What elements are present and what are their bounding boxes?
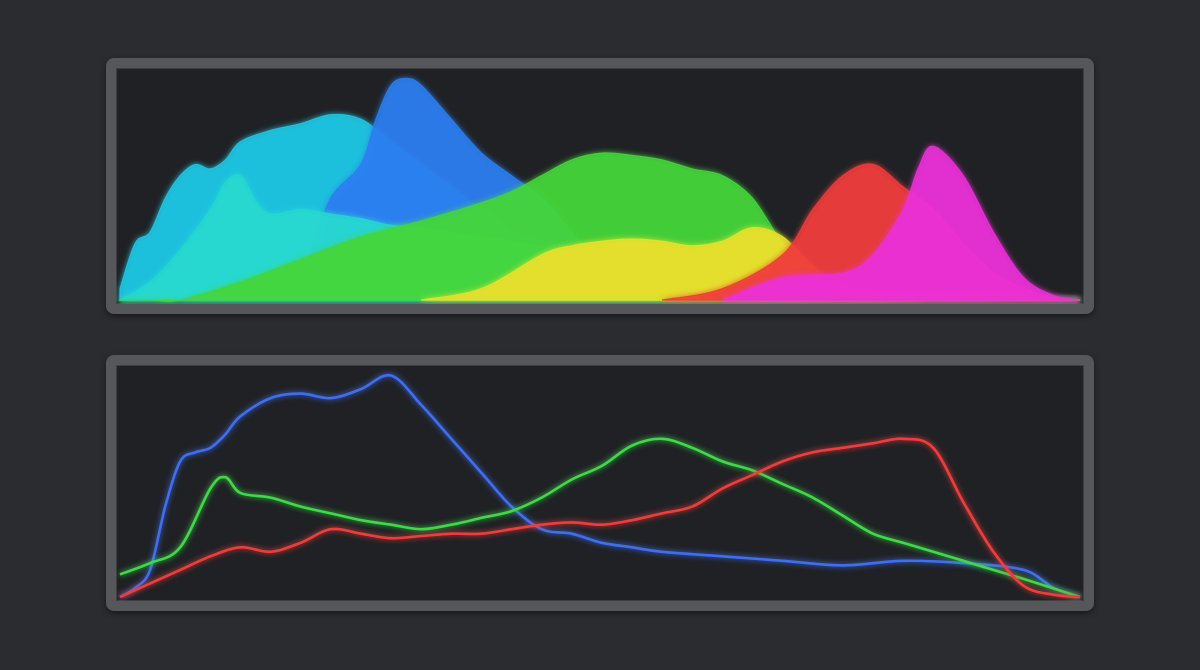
area-series-7 <box>722 145 1081 301</box>
line-series-1 <box>119 437 1081 599</box>
line-series-0 <box>119 373 1081 599</box>
histogram-panel-bottom <box>106 355 1094 611</box>
filled-histogram-chart <box>117 77 1081 302</box>
line-histogram-chart <box>119 373 1081 599</box>
histogram-panel-top <box>106 58 1094 314</box>
line-series-2 <box>119 437 1081 599</box>
